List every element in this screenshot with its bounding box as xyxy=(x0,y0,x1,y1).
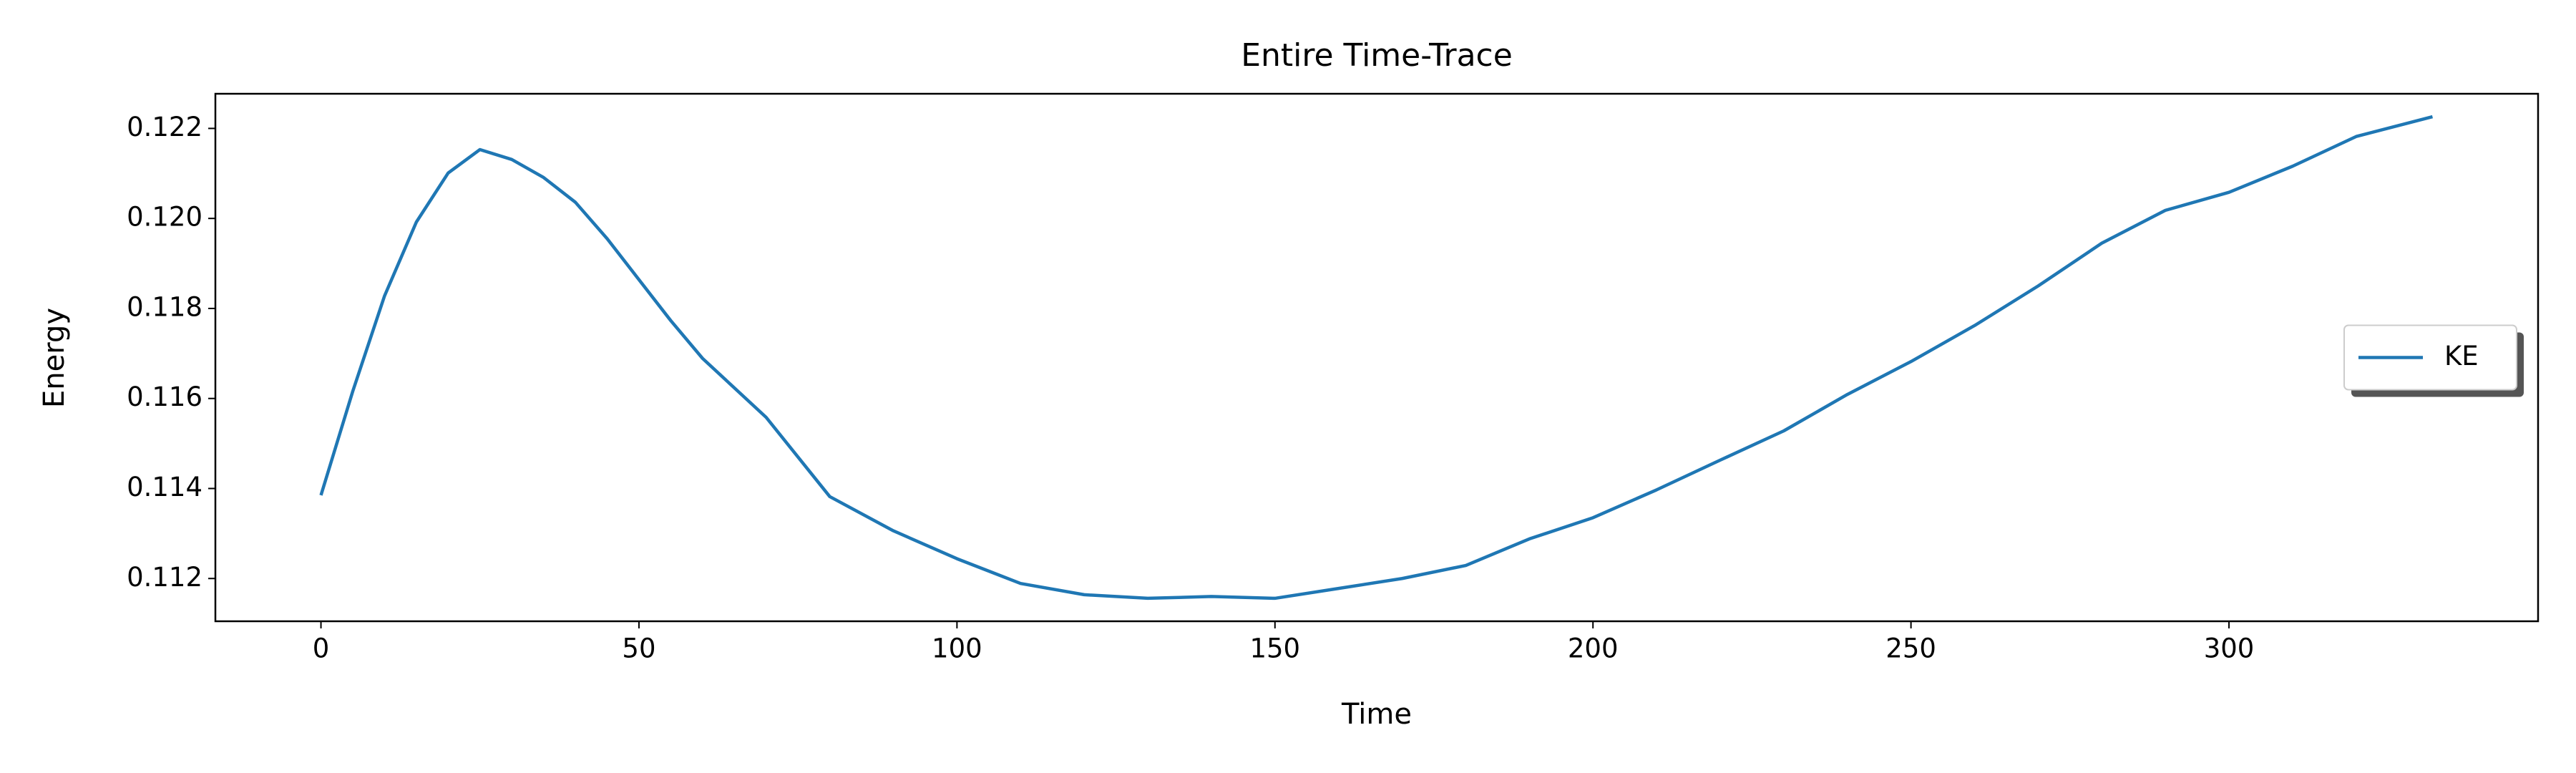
x-tick-label: 0 xyxy=(313,633,330,664)
chart-title: Entire Time-Trace xyxy=(1241,37,1513,74)
y-axis-label: Energy xyxy=(38,308,71,408)
y-tick-label: 0.118 xyxy=(127,291,203,322)
x-axis-label: Time xyxy=(1341,698,1412,731)
x-tick-label: 200 xyxy=(1568,633,1619,664)
legend-box xyxy=(2343,324,2517,391)
line-series xyxy=(319,115,2434,601)
x-tick-label: 50 xyxy=(622,633,655,664)
y-tick-label: 0.114 xyxy=(127,472,203,502)
x-tick-label: 150 xyxy=(1249,633,1300,664)
legend-label: KE xyxy=(2444,341,2479,371)
x-tick-label: 100 xyxy=(932,633,982,664)
y-tick-label: 0.116 xyxy=(127,381,203,412)
y-tick-label: 0.122 xyxy=(127,112,203,142)
x-tick-label: 250 xyxy=(1885,633,1936,664)
x-tick-label: 300 xyxy=(2204,633,2255,664)
y-tick-label: 0.120 xyxy=(127,202,203,233)
y-tick-label: 0.112 xyxy=(127,562,203,593)
plot-frame xyxy=(214,92,2540,623)
